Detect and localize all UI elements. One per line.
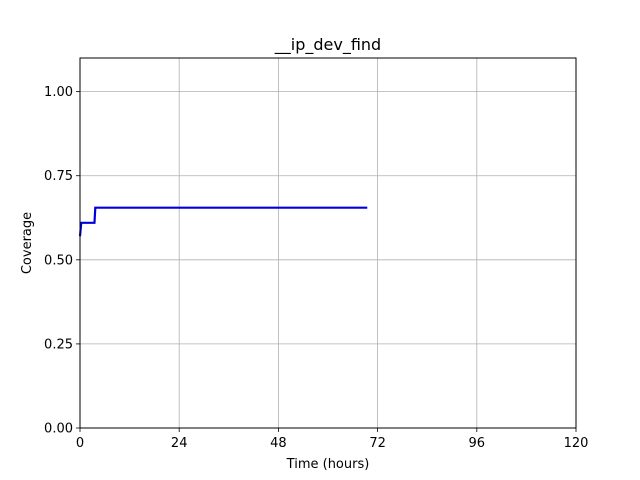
y-axis-ticks: 0.00 0.25 0.50 0.75 1.00 <box>44 85 80 437</box>
x-axis-label: Time (hours) <box>286 457 370 472</box>
series-group <box>78 206 368 237</box>
y-tick-label: 0.75 <box>44 169 73 184</box>
y-tick-label: 0.50 <box>44 253 73 268</box>
x-axis-ticks: 0 24 48 72 96 120 <box>76 428 589 451</box>
y-tick-label: 1.00 <box>44 85 73 100</box>
x-tick-label: 48 <box>270 436 287 451</box>
x-tick-label: 120 <box>564 436 589 451</box>
coverage-series-line <box>78 206 368 237</box>
y-tick-label: 0.00 <box>44 422 73 437</box>
x-tick-label: 0 <box>76 436 84 451</box>
plot-area-frame <box>79 57 577 429</box>
x-tick-label: 24 <box>171 436 188 451</box>
y-tick-label: 0.25 <box>44 337 73 352</box>
x-tick-label: 72 <box>369 436 386 451</box>
chart-title: __ip_dev_find <box>274 35 381 55</box>
x-tick-label: 96 <box>469 436 486 451</box>
y-axis-label: Coverage <box>20 212 35 274</box>
